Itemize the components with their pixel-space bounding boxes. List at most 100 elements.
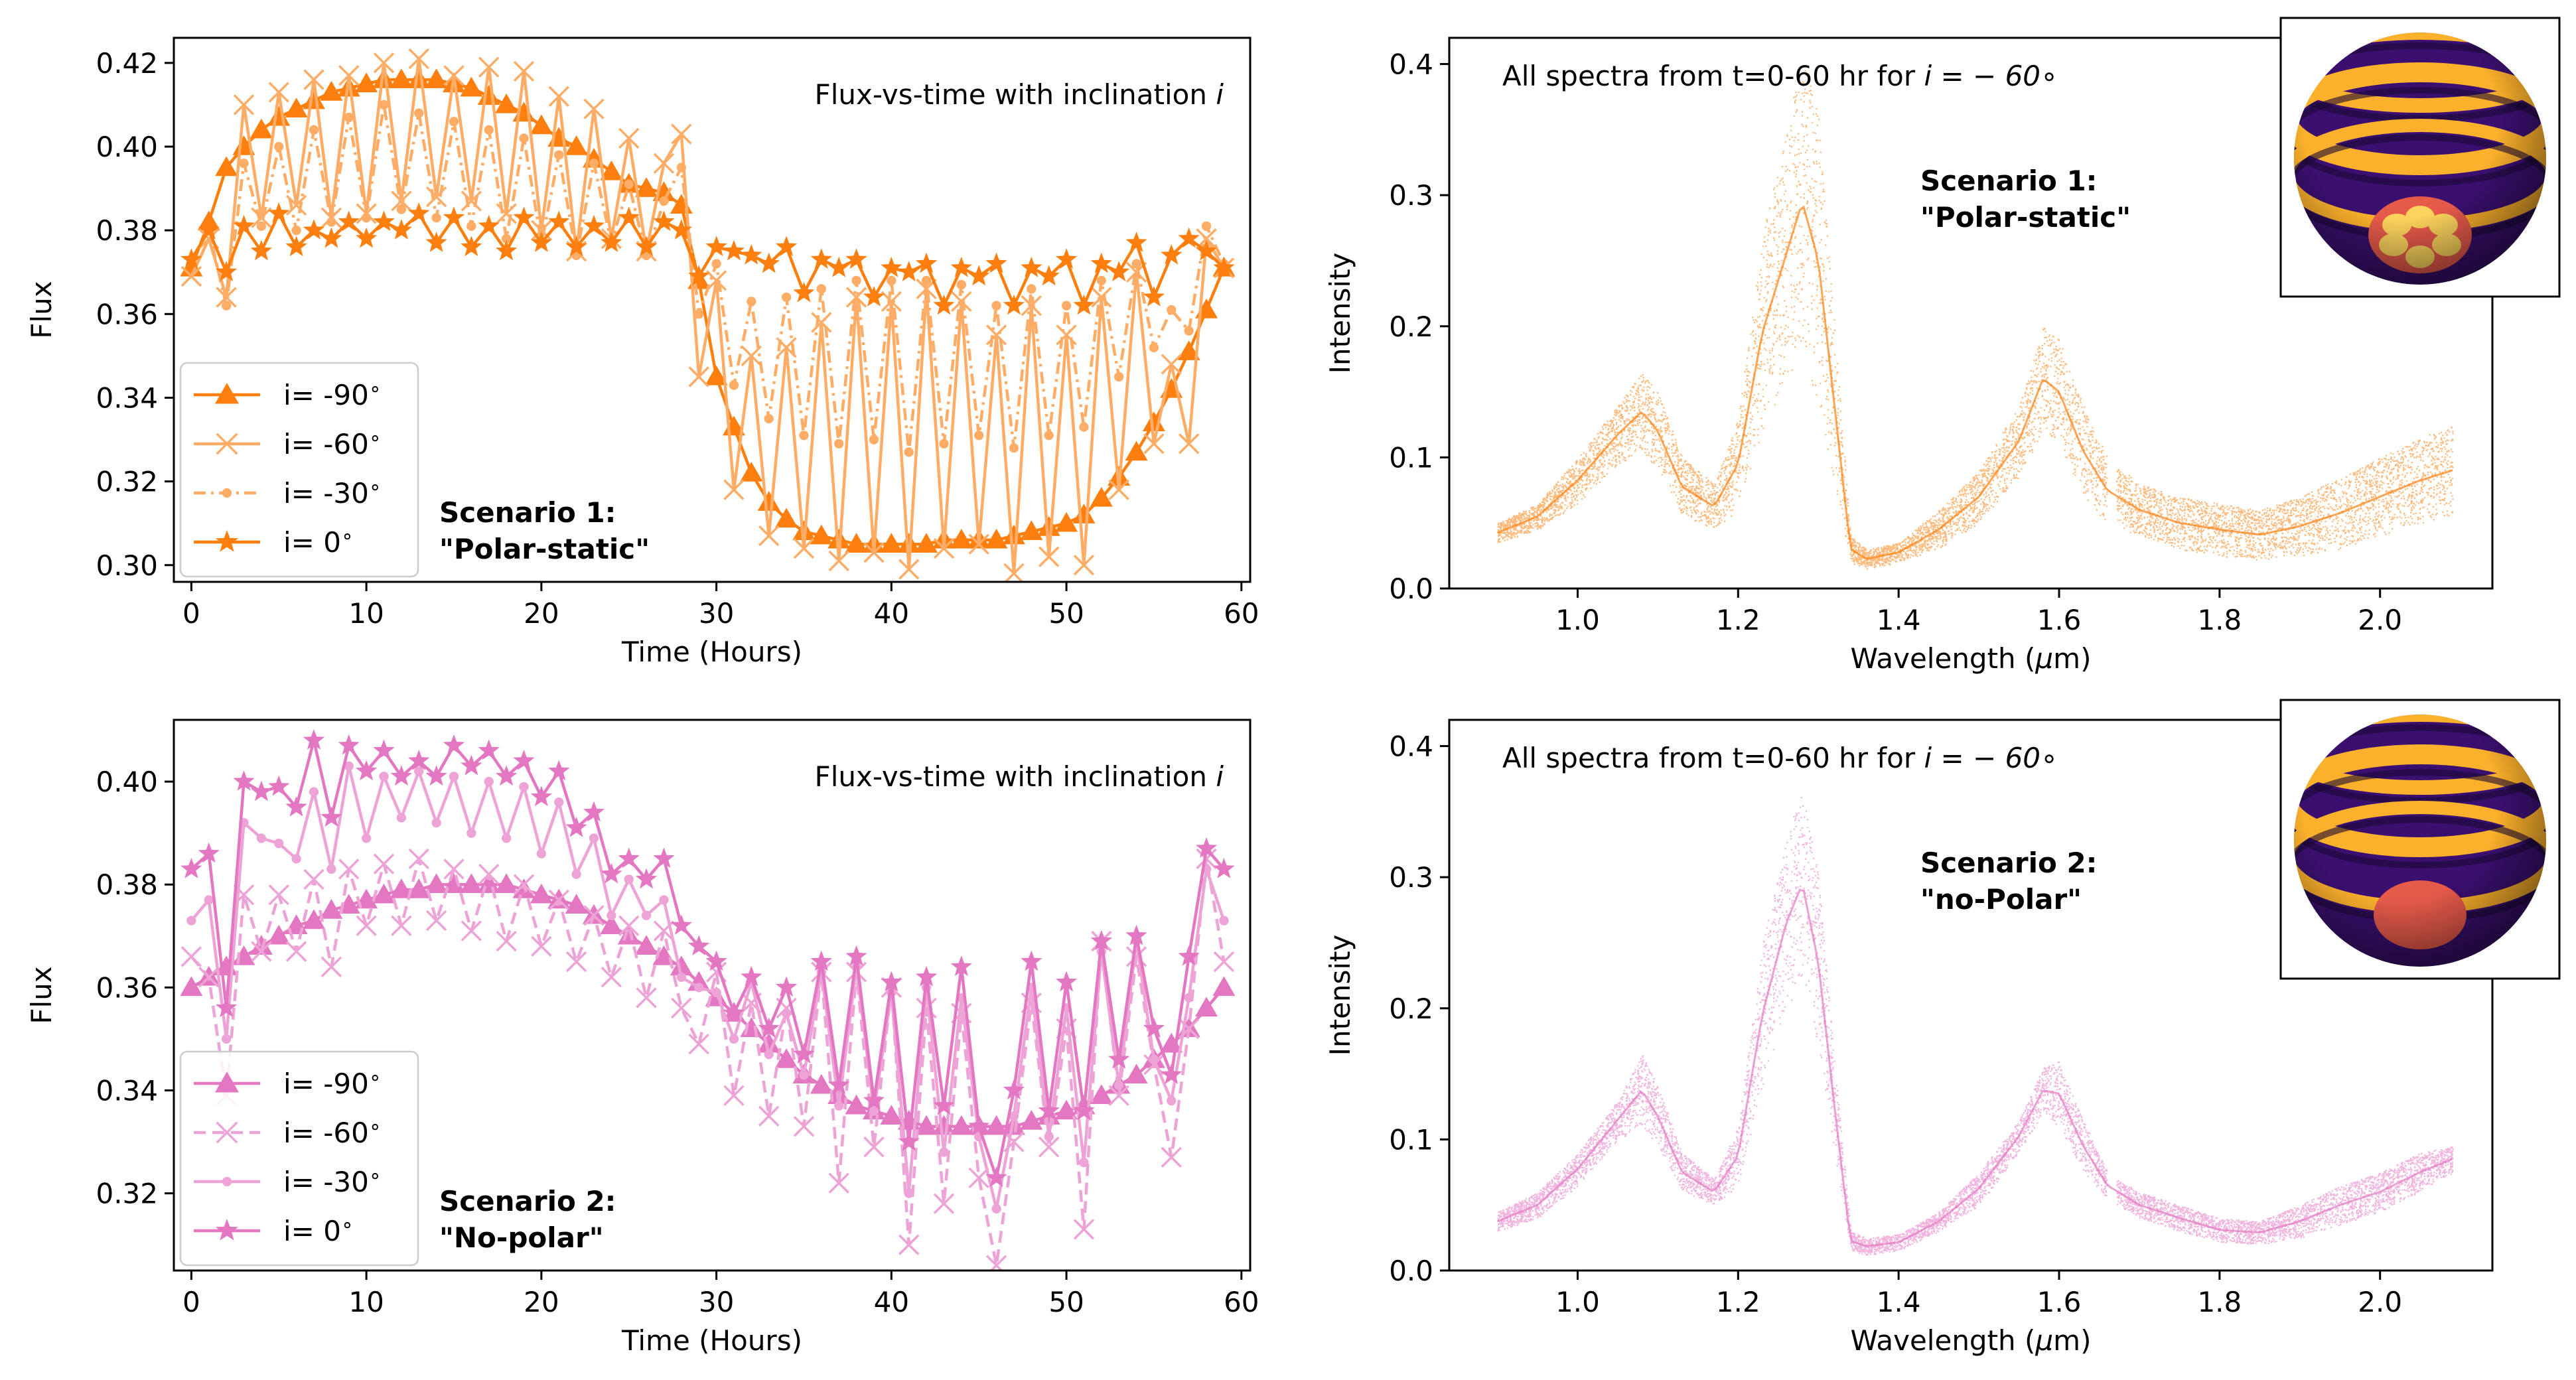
flux-scenario-2: 0 10 20 30 40 50 60 0.32 0.34 0.36 0.38 0.40 Time (H… xyxy=(25,719,1259,1357)
x-tick-label: 30 xyxy=(699,1286,734,1318)
data-point xyxy=(407,878,431,898)
data-point xyxy=(810,524,833,545)
data-point xyxy=(1131,259,1141,269)
data-point xyxy=(1038,546,1060,567)
data-point xyxy=(705,365,728,385)
data-point xyxy=(1213,951,1235,973)
data-point xyxy=(828,1172,849,1194)
data-point xyxy=(274,839,284,849)
data-point xyxy=(1055,248,1078,269)
x-tick-label: 1.4 xyxy=(1877,604,1921,636)
data-point xyxy=(991,301,1001,310)
data-point xyxy=(1055,1099,1078,1120)
x-tick-label: 1.6 xyxy=(2037,1286,2082,1318)
data-point xyxy=(338,859,360,880)
data-point xyxy=(1038,265,1060,286)
data-point xyxy=(338,734,360,755)
y-tick-label: 0.40 xyxy=(96,131,158,163)
data-point xyxy=(799,431,809,441)
data-point xyxy=(793,1043,815,1064)
data-point xyxy=(495,240,518,261)
data-point xyxy=(810,1073,833,1094)
data-point xyxy=(985,1255,1007,1271)
data-point xyxy=(373,853,395,874)
data-point xyxy=(723,240,745,261)
data-point xyxy=(285,236,307,257)
data-point xyxy=(186,916,196,926)
data-point xyxy=(863,286,885,307)
data-point xyxy=(641,910,652,920)
data-point xyxy=(1178,945,1200,966)
data-point xyxy=(256,833,267,843)
data-point xyxy=(828,256,850,277)
data-point xyxy=(956,280,966,290)
data-point xyxy=(373,739,395,760)
legend-label: i= -60∘ xyxy=(283,427,382,460)
data-point xyxy=(548,86,569,107)
data-point xyxy=(845,248,867,269)
data-point xyxy=(274,141,284,152)
data-point xyxy=(915,965,938,987)
data-point xyxy=(372,883,395,904)
data-point xyxy=(723,1002,745,1022)
data-point xyxy=(1177,340,1200,360)
data-point xyxy=(921,275,932,285)
data-point xyxy=(1213,256,1235,277)
y-axis-label: Intensity xyxy=(1324,935,1356,1056)
data-point xyxy=(887,275,896,285)
data-point xyxy=(816,284,826,294)
data-point xyxy=(950,955,972,977)
data-point xyxy=(565,816,587,837)
data-point xyxy=(904,1188,914,1198)
data-point xyxy=(320,899,343,919)
data-point xyxy=(915,252,938,273)
data-point xyxy=(985,1115,1008,1135)
data-point xyxy=(834,439,844,448)
data-point xyxy=(758,1017,780,1038)
data-point xyxy=(198,967,220,988)
x-tick-label: 0 xyxy=(182,597,200,630)
y-tick-label: 0.0 xyxy=(1389,1255,1433,1287)
data-point xyxy=(624,179,634,189)
data-point xyxy=(379,100,389,110)
data-point xyxy=(775,236,798,257)
data-point xyxy=(1125,924,1147,945)
data-point xyxy=(740,462,763,482)
spectra-points xyxy=(1497,70,2454,570)
data-point xyxy=(781,1008,792,1018)
data-point xyxy=(320,81,343,101)
legend-label: i= 0∘ xyxy=(283,1213,354,1247)
data-point xyxy=(711,987,721,998)
data-point xyxy=(694,309,704,319)
data-point xyxy=(1079,1157,1089,1168)
data-point xyxy=(939,1147,949,1157)
data-point xyxy=(1143,286,1165,307)
data-point xyxy=(898,1234,920,1255)
data-point xyxy=(1196,848,1217,870)
data-point xyxy=(757,1032,780,1053)
sphere-shading xyxy=(2294,715,2546,967)
data-point xyxy=(373,52,395,74)
data-point xyxy=(221,301,232,310)
y-tick-label: 0.3 xyxy=(1389,861,1433,894)
data-point xyxy=(618,206,640,227)
data-point xyxy=(496,930,517,952)
x-tick-label: 20 xyxy=(524,1286,559,1318)
data-point xyxy=(1212,976,1236,997)
data-point xyxy=(793,537,815,559)
data-point xyxy=(425,232,447,252)
data-point xyxy=(676,972,686,983)
y-axis-label: Flux xyxy=(25,281,58,338)
data-point xyxy=(600,914,623,935)
x-axis-label: Wavelength (μm) xyxy=(1851,642,2092,675)
data-point xyxy=(232,945,255,965)
data-point xyxy=(478,739,500,760)
data-point xyxy=(898,559,920,580)
data-point xyxy=(250,780,272,801)
data-point xyxy=(425,765,447,786)
data-point xyxy=(321,227,342,248)
data-point xyxy=(390,878,413,898)
data-point xyxy=(1027,284,1037,294)
legend-label: i= -60∘ xyxy=(283,1115,382,1149)
spectra-scatter xyxy=(1497,797,2454,1256)
